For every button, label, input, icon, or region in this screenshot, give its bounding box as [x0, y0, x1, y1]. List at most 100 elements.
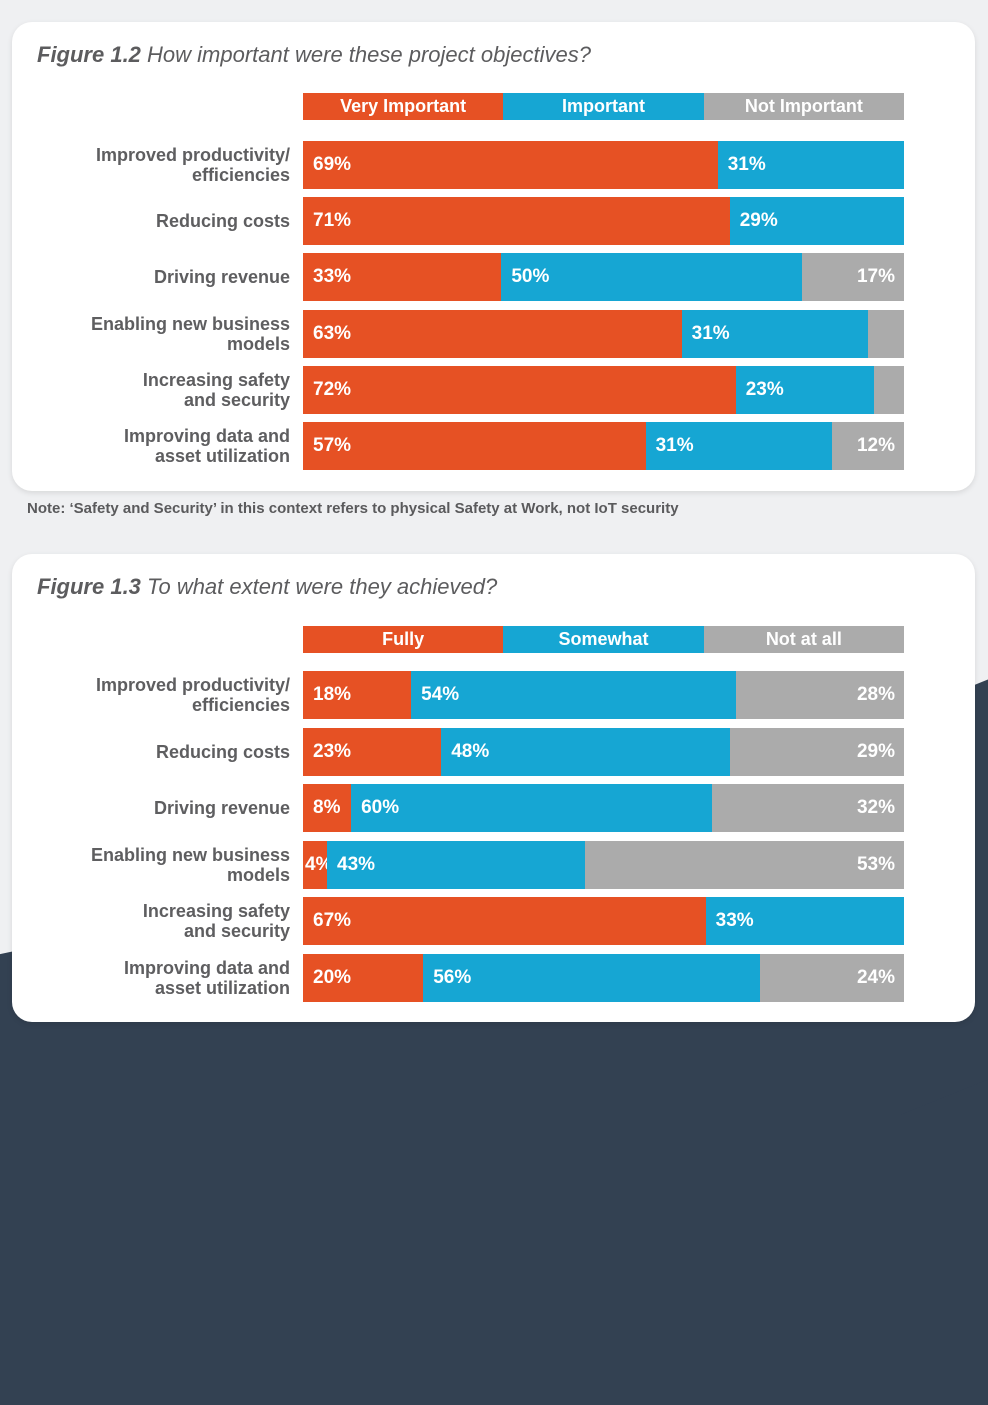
- value-label: 54%: [421, 684, 460, 705]
- segment-first: 8%: [303, 784, 352, 833]
- segment-second: 48%: [441, 727, 730, 776]
- bar-row: Driving revenue 8% 60% 32%: [10, 784, 975, 833]
- category-label: Driving revenue: [10, 784, 290, 832]
- figure-1-3-title: Figure 1.3 To what extent were they achi…: [37, 574, 497, 600]
- segment-first: 33%: [303, 253, 502, 302]
- value-label: 31%: [727, 154, 766, 175]
- bar-row: Improved productivity/efficiencies 69% 31%: [12, 141, 975, 189]
- category-label-line: Improved productivity/: [95, 145, 290, 165]
- category-label-line: models: [226, 864, 290, 885]
- figure-number: Figure 1.2: [37, 42, 141, 67]
- segment-third: 24%: [759, 954, 904, 1002]
- value-label: 53%: [856, 853, 895, 875]
- value-label: 29%: [739, 210, 778, 232]
- footnote: Note: ‘Safety and Security’ in this cont…: [27, 500, 679, 517]
- segment-third: 29%: [729, 727, 904, 776]
- category-label-line: Reducing costs: [155, 741, 290, 762]
- category-label-line: Driving revenue: [153, 267, 290, 288]
- figure-question: How important were these project objecti…: [147, 42, 591, 67]
- stacked-bar: 63% 31%: [303, 309, 904, 358]
- segment-first: 69%: [303, 141, 718, 189]
- segment-second: 29%: [729, 197, 904, 246]
- category-label-line: and security: [183, 921, 290, 942]
- segment-second: 60%: [351, 784, 712, 833]
- value-label: 57%: [313, 435, 352, 456]
- legend-item: Somewhat: [503, 626, 704, 653]
- legend-item: Not at all: [703, 626, 904, 653]
- category-label-line: Improving data and: [123, 426, 290, 446]
- segment-first: 4%: [303, 840, 332, 889]
- value-label: 60%: [361, 797, 400, 819]
- value-label: 28%: [856, 684, 895, 705]
- segment-second: 31%: [645, 422, 832, 470]
- category-label: Improving data and asset utilization: [10, 422, 290, 470]
- segment-first: 18%: [303, 671, 412, 719]
- category-label-line: Driving revenue: [153, 798, 290, 819]
- stacked-bar: 33% 50% 17%: [303, 253, 904, 302]
- category-label: Enabling new business models: [10, 310, 290, 358]
- category-label-line: asset utilization: [154, 978, 290, 998]
- stacked-bar: 8% 60% 32%: [303, 784, 904, 833]
- segment-first: 20%: [303, 954, 424, 1002]
- segment-third: 12%: [831, 422, 904, 470]
- value-label: 31%: [691, 322, 730, 344]
- segment-first: 71%: [303, 197, 730, 246]
- stacked-bar: 23% 48% 29%: [303, 727, 904, 776]
- value-label: 33%: [715, 910, 754, 932]
- legend-item: Fully: [303, 626, 504, 653]
- value-label: 18%: [313, 684, 352, 705]
- bar-row: Improving data and asset utilization 20% 56…: [12, 954, 975, 1002]
- value-label: 23%: [745, 378, 784, 400]
- figure-1-3-card: Figure 1.3 To what extent were they achi…: [12, 554, 975, 1022]
- value-label: 71%: [313, 210, 352, 232]
- value-label: 4%: [305, 853, 333, 875]
- bar-row: Reducing costs 71% 29%: [10, 197, 975, 246]
- value-label: 50%: [511, 266, 550, 288]
- category-label-line: Reducing costs: [155, 211, 290, 232]
- value-label: 8%: [313, 797, 341, 819]
- category-label-line: Improving data and: [123, 958, 290, 978]
- value-label: 63%: [313, 322, 352, 344]
- category-label: Enabling new business models: [10, 841, 290, 889]
- segment-second: 23%: [735, 365, 874, 414]
- value-label: 56%: [433, 967, 472, 988]
- category-label-line: Increasing safety: [142, 369, 290, 390]
- category-label-line: Improved productivity/: [95, 675, 290, 695]
- segment-second: 50%: [501, 253, 802, 302]
- value-label: 72%: [313, 378, 352, 400]
- segment-first: 63%: [303, 309, 682, 358]
- value-label: 33%: [313, 266, 352, 288]
- bar-row: Enabling new business models 4% 43% 53%: [10, 840, 975, 889]
- category-label-line: efficiencies: [191, 165, 290, 185]
- legend-item: Not Important: [703, 93, 904, 120]
- category-label: Improved productivity/efficiencies: [10, 671, 290, 719]
- category-label-line: asset utilization: [154, 446, 290, 466]
- segment-third: 17%: [801, 253, 904, 302]
- segment-third: [873, 365, 904, 414]
- segment-second: 31%: [681, 309, 868, 358]
- category-label-line: Enabling new business: [90, 313, 290, 334]
- segment-third: 32%: [711, 784, 904, 833]
- category-label-line: and security: [183, 389, 290, 410]
- stacked-bar: 18% 54% 28%: [303, 671, 904, 719]
- segment-second: 31%: [717, 141, 904, 189]
- bar-row: Reducing costs 23% 48% 29%: [12, 727, 975, 776]
- bar-row: Improved productivity/efficiencies 18% 54%…: [12, 671, 975, 719]
- stacked-bar: 67% 33%: [303, 897, 904, 946]
- category-label-line: Enabling new business: [90, 844, 290, 865]
- value-label: 32%: [856, 797, 895, 819]
- category-label: Reducing costs: [10, 197, 290, 245]
- figure-question: To what extent were they achieved?: [147, 574, 498, 599]
- segment-second: 43%: [327, 840, 586, 889]
- legend-item: Important: [503, 93, 704, 120]
- category-label: Improved productivity/efficiencies: [10, 141, 290, 189]
- segment-first: 72%: [303, 365, 736, 414]
- segment-second: 54%: [411, 671, 736, 719]
- category-label: Driving revenue: [10, 253, 290, 301]
- segment-first: 23%: [303, 727, 442, 776]
- value-label: 31%: [655, 435, 694, 456]
- segment-second: 33%: [705, 897, 904, 946]
- category-label: Increasing safety and security: [10, 366, 290, 414]
- bar-row: Improving data and asset utilization 57% 31…: [12, 422, 975, 470]
